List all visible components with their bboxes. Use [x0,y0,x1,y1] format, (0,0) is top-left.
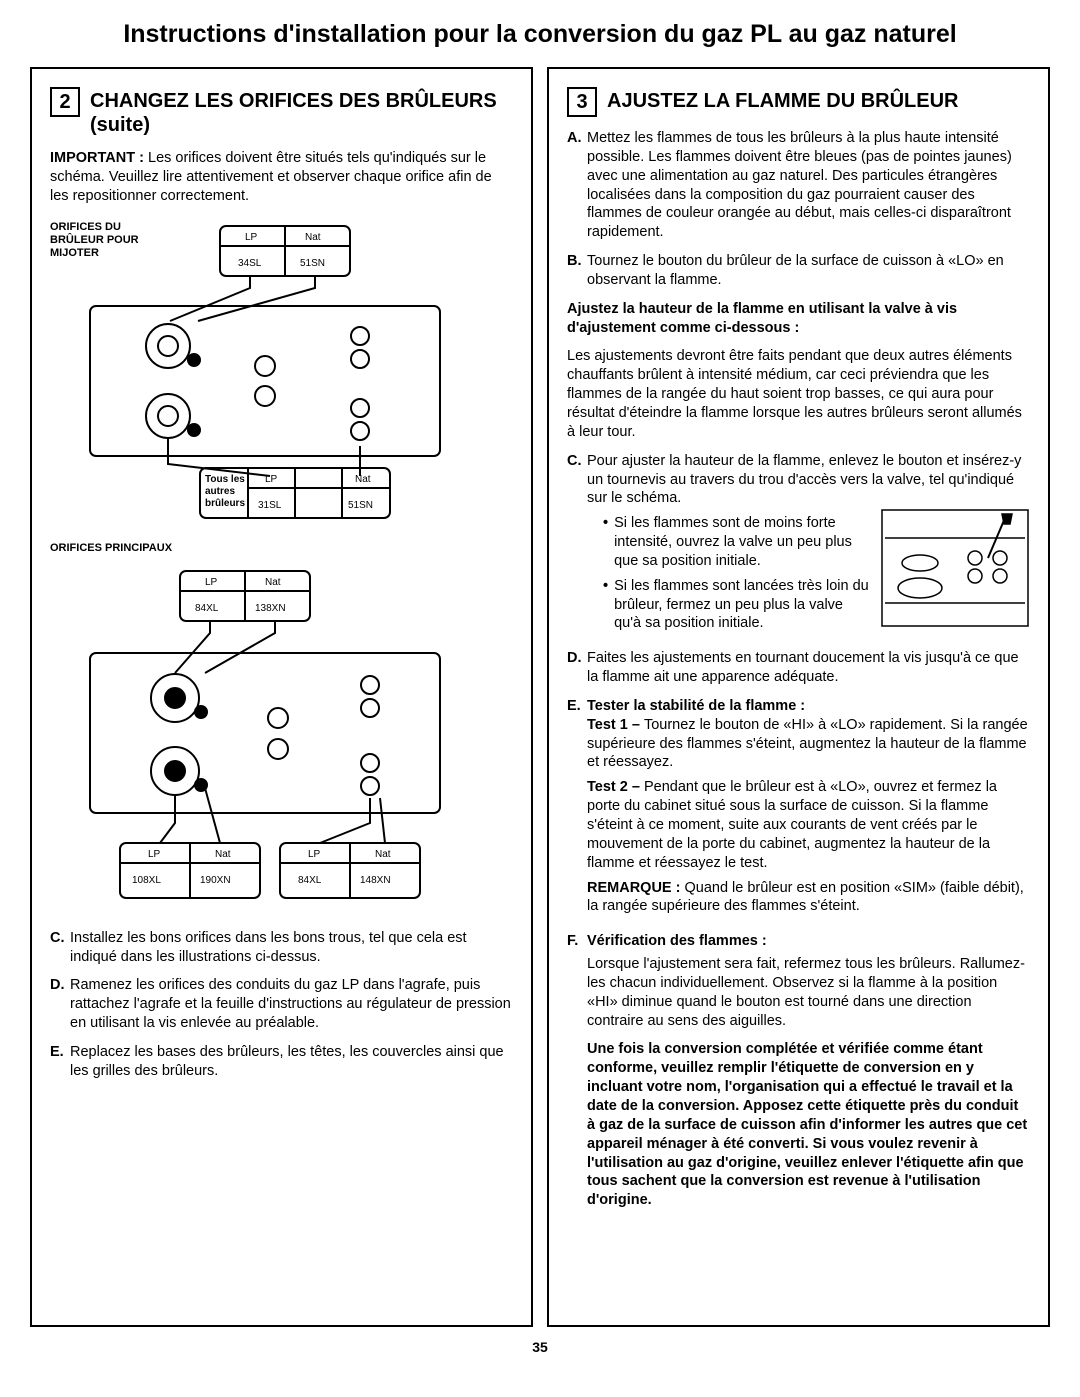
svg-text:Nat: Nat [305,232,321,243]
bullet-2: Si les flammes sont lancées très loin du… [614,577,872,634]
svg-text:LP: LP [308,849,321,860]
item-c-text: Pour ajuster la hauteur de la flamme, en… [587,453,1021,507]
svg-text:Nat: Nat [355,474,371,485]
step-2-list: C.Installez les bons orifices dans les b… [50,929,513,1081]
content-columns: 2 CHANGEZ LES ORIFICES DES BRÛLEURS (sui… [30,67,1050,1327]
svg-text:84XL: 84XL [298,875,322,886]
screwdriver-diagram [880,508,1030,628]
remarque: REMARQUE : Quand le brûleur est en posit… [587,879,1030,917]
svg-text:LP: LP [265,474,278,485]
diagram-mijoter: LP Nat 34SL 51SN LP Nat 31SL 51SN ORIFIC… [50,216,513,526]
svg-text:138XN: 138XN [255,603,286,614]
final-bold: Une fois la conversion complétée et véri… [587,1040,1030,1210]
svg-text:LP: LP [148,849,161,860]
page-title: Instructions d'installation pour la conv… [30,20,1050,49]
step-3-header: 3 AJUSTEZ LA FLAMME DU BRÛLEUR [567,87,1030,117]
svg-text:31SL: 31SL [258,500,282,511]
step-3-c-block: C. Pour ajuster la hauteur de la flamme,… [567,452,1030,1210]
f-para: Lorsque l'ajustement sera fait, refermez… [587,955,1030,1030]
step-2-important: IMPORTANT : Les orifices doivent être si… [50,149,513,206]
svg-text:51SN: 51SN [300,258,325,269]
step-num-2: 2 [50,87,80,117]
svg-text:Nat: Nat [375,849,391,860]
item-d-right: D.Faites les ajustements en tournant dou… [567,649,1030,687]
diagram-mijoter-svg: LP Nat 34SL 51SN LP Nat 31SL 51SN ORIFIC… [50,216,480,526]
svg-text:Nat: Nat [215,849,231,860]
label-principaux: ORIFICES PRINCIPAUX [50,542,513,555]
adjust-heading: Ajustez la hauteur de la flamme en utili… [567,300,1030,338]
svg-text:108XL: 108XL [132,875,161,886]
step-3-list: A.Mettez les flammes de tous les brûleur… [567,129,1030,290]
left-column: 2 CHANGEZ LES ORIFICES DES BRÛLEURS (sui… [30,67,533,1327]
test-1: Test 1 – Tournez le bouton de «HI» à «LO… [587,716,1030,773]
item-b: B.Tournez le bouton du brûleur de la sur… [567,252,1030,290]
item-f: F. Vérification des flammes : Lorsque l'… [567,932,1030,1210]
item-e-right: E. Tester la stabilité de la flamme : Te… [567,697,1030,922]
item-a: A.Mettez les flammes de tous les brûleur… [567,129,1030,242]
item-c-right: C. Pour ajuster la hauteur de la flamme,… [567,452,1030,640]
svg-text:51SN: 51SN [348,500,373,511]
svg-text:84XL: 84XL [195,603,219,614]
item-e: E.Replacez les bases des brûleurs, les t… [50,1043,513,1081]
test-2: Test 2 – Pendant que le brûleur est à «L… [587,778,1030,872]
bullet-1: Si les flammes sont de moins forte inten… [614,514,872,571]
svg-text:Nat: Nat [265,577,281,588]
adjust-para: Les ajustements devront être faits penda… [567,347,1030,441]
right-column: 3 AJUSTEZ LA FLAMME DU BRÛLEUR A.Mettez … [547,67,1050,1327]
item-d: D.Ramenez les orifices des conduits du g… [50,976,513,1033]
svg-text:190XN: 190XN [200,875,231,886]
item-c: C.Installez les bons orifices dans les b… [50,929,513,967]
e-head: Tester la stabilité de la flamme : [587,697,1030,716]
svg-text:LP: LP [245,232,258,243]
svg-text:34SL: 34SL [238,258,262,269]
svg-text:148XN: 148XN [360,875,391,886]
diagram-principaux: LP Nat 84XL 138XN LP Nat 108XL 190XN LP … [50,563,513,913]
step-2-title: CHANGEZ LES ORIFICES DES BRÛLEURS (suite… [90,87,513,137]
page-number: 35 [30,1339,1050,1355]
step-num-3: 3 [567,87,597,117]
svg-text:LP: LP [205,577,218,588]
step-2-header: 2 CHANGEZ LES ORIFICES DES BRÛLEURS (sui… [50,87,513,137]
step-3-title: AJUSTEZ LA FLAMME DU BRÛLEUR [607,87,958,113]
label-mijoter: ORIFICES DU BRÛLEUR POUR MIJOTER [50,221,140,261]
diagram-principaux-svg: LP Nat 84XL 138XN LP Nat 108XL 190XN LP … [50,563,480,913]
label-tous-autres: Tous les autres brûleurs [205,474,253,510]
f-head: Vérification des flammes : [587,932,1030,951]
